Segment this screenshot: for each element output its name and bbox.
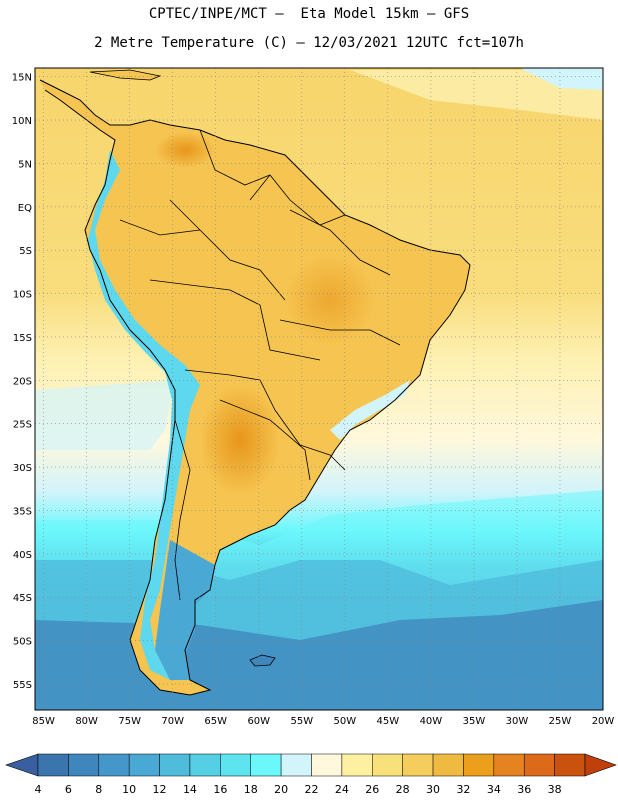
colorbar-swatch bbox=[402, 753, 434, 777]
atlantic-warm-band bbox=[350, 70, 603, 120]
colorbar-value-label: 8 bbox=[95, 783, 102, 796]
colorbar-swatch bbox=[98, 753, 130, 777]
colorbar-value-label: 4 bbox=[35, 783, 42, 796]
longitude-label: 55W bbox=[290, 716, 313, 727]
latitude-labels: 15N 10N 5N EQ 5S 10S 15S 20S 25S 30S 35S 40S 45S 50S 5… bbox=[12, 73, 32, 691]
chaco-hot-spot bbox=[200, 385, 280, 495]
longitude-label: 45W bbox=[377, 716, 400, 727]
latitude-label: 35S bbox=[13, 506, 32, 517]
colorbar-swatch bbox=[250, 753, 282, 777]
pacific-cool-band bbox=[35, 380, 175, 450]
colorbar-swatch bbox=[311, 753, 343, 777]
longitude-label: 80W bbox=[75, 716, 98, 727]
colorbar-swatch bbox=[189, 753, 221, 777]
caribbean-islands bbox=[89, 69, 162, 81]
latitude-label: 10N bbox=[12, 116, 32, 127]
colorbar-swatch bbox=[554, 753, 586, 777]
colorbar-value-label: 20 bbox=[274, 783, 288, 796]
longitude-label: 50W bbox=[334, 716, 357, 727]
latitude-label: 45S bbox=[13, 593, 32, 604]
colorbar-value-label: 26 bbox=[365, 783, 379, 796]
longitude-label: 65W bbox=[204, 716, 227, 727]
andes-cold-strip bbox=[88, 150, 200, 680]
colorbar-swatch bbox=[523, 753, 555, 777]
latitude-label: 25S bbox=[13, 420, 32, 431]
longitude-label: 70W bbox=[161, 716, 184, 727]
southeast-coastal-cool-strip bbox=[330, 380, 410, 440]
colorbar-swatch bbox=[280, 753, 312, 777]
colorbar-swatch bbox=[159, 753, 191, 777]
country-borders bbox=[119, 129, 401, 601]
latitude-label: 15N bbox=[12, 73, 32, 84]
colorbar-value-label: 10 bbox=[122, 783, 136, 796]
longitude-label: 75W bbox=[118, 716, 141, 727]
map-field bbox=[35, 68, 603, 710]
colorbar-swatch bbox=[463, 753, 495, 777]
colorbar-labels: 4 6 8 10 12 14 16 18 20 22 24 26 28 30 32 34 36 38 bbox=[35, 783, 562, 796]
falkland-islands bbox=[249, 654, 276, 667]
latitude-label: EQ bbox=[18, 203, 32, 214]
colorbar-swatch bbox=[341, 753, 373, 777]
map-subtitle: 2 Metre Temperature (C) – 12/03/2021 12U… bbox=[94, 35, 524, 51]
colorbar-value-label: 22 bbox=[305, 783, 319, 796]
colorbar-value-label: 36 bbox=[517, 783, 531, 796]
colorbar bbox=[5, 753, 617, 777]
colorbar-value-label: 28 bbox=[396, 783, 410, 796]
colorbar-swatch bbox=[493, 753, 525, 777]
colorbar-value-label: 34 bbox=[487, 783, 501, 796]
colorbar-swatch bbox=[37, 753, 69, 777]
latitude-label: 40S bbox=[13, 550, 32, 561]
colorbar-value-label: 14 bbox=[183, 783, 197, 796]
colorbar-swatch bbox=[372, 753, 403, 777]
colorbar-value-label: 32 bbox=[456, 783, 470, 796]
colorbar-value-label: 6 bbox=[65, 783, 72, 796]
latitude-label: 20S bbox=[13, 376, 32, 387]
colorbar-value-label: 18 bbox=[244, 783, 258, 796]
colorbar-over-arrow bbox=[584, 753, 617, 777]
longitude-label: 20W bbox=[592, 716, 615, 727]
colorbar-swatch bbox=[432, 753, 464, 777]
grid-lines bbox=[35, 68, 603, 710]
latitude-label: 30S bbox=[13, 463, 32, 474]
longitude-label: 30W bbox=[506, 716, 529, 727]
latitude-label: 15S bbox=[13, 333, 32, 344]
colorbar-value-label: 30 bbox=[426, 783, 440, 796]
colorbar-swatch bbox=[220, 753, 251, 777]
colorbar-value-label: 24 bbox=[335, 783, 349, 796]
longitude-label: 60W bbox=[247, 716, 270, 727]
latitude-label: 5N bbox=[18, 159, 32, 170]
latitude-label: 10S bbox=[13, 290, 32, 301]
colorbar-value-label: 12 bbox=[153, 783, 167, 796]
amazon-warm-spot bbox=[285, 255, 375, 345]
colorbar-swatch bbox=[128, 753, 160, 777]
longitude-label: 25W bbox=[549, 716, 572, 727]
colorbar-value-label: 16 bbox=[213, 783, 227, 796]
longitude-label: 85W bbox=[32, 716, 55, 727]
map-title: CPTEC/INPE/MCT – Eta Model 15km – GFS bbox=[148, 6, 470, 22]
llanos-hot-spot bbox=[155, 132, 215, 168]
latitude-label: 55S bbox=[13, 680, 32, 691]
coastline bbox=[39, 79, 471, 696]
longitude-label: 35W bbox=[463, 716, 486, 727]
map-frame bbox=[34, 67, 604, 711]
colorbar-swatch bbox=[68, 753, 100, 777]
colorbar-value-label: 38 bbox=[548, 783, 562, 796]
latitude-label: 50S bbox=[13, 637, 32, 648]
colorbar-under-arrow bbox=[5, 753, 39, 777]
south-america-land bbox=[40, 80, 470, 695]
longitude-label: 40W bbox=[420, 716, 443, 727]
caribbean-cool-patch bbox=[520, 68, 603, 90]
latitude-label: 5S bbox=[19, 246, 32, 257]
patagonia-cool-zone bbox=[155, 540, 215, 680]
longitude-labels: 85W 80W 75W 70W 65W 60W 55W 50W 45W 40W 35W 30W 25W 2… bbox=[32, 716, 614, 727]
